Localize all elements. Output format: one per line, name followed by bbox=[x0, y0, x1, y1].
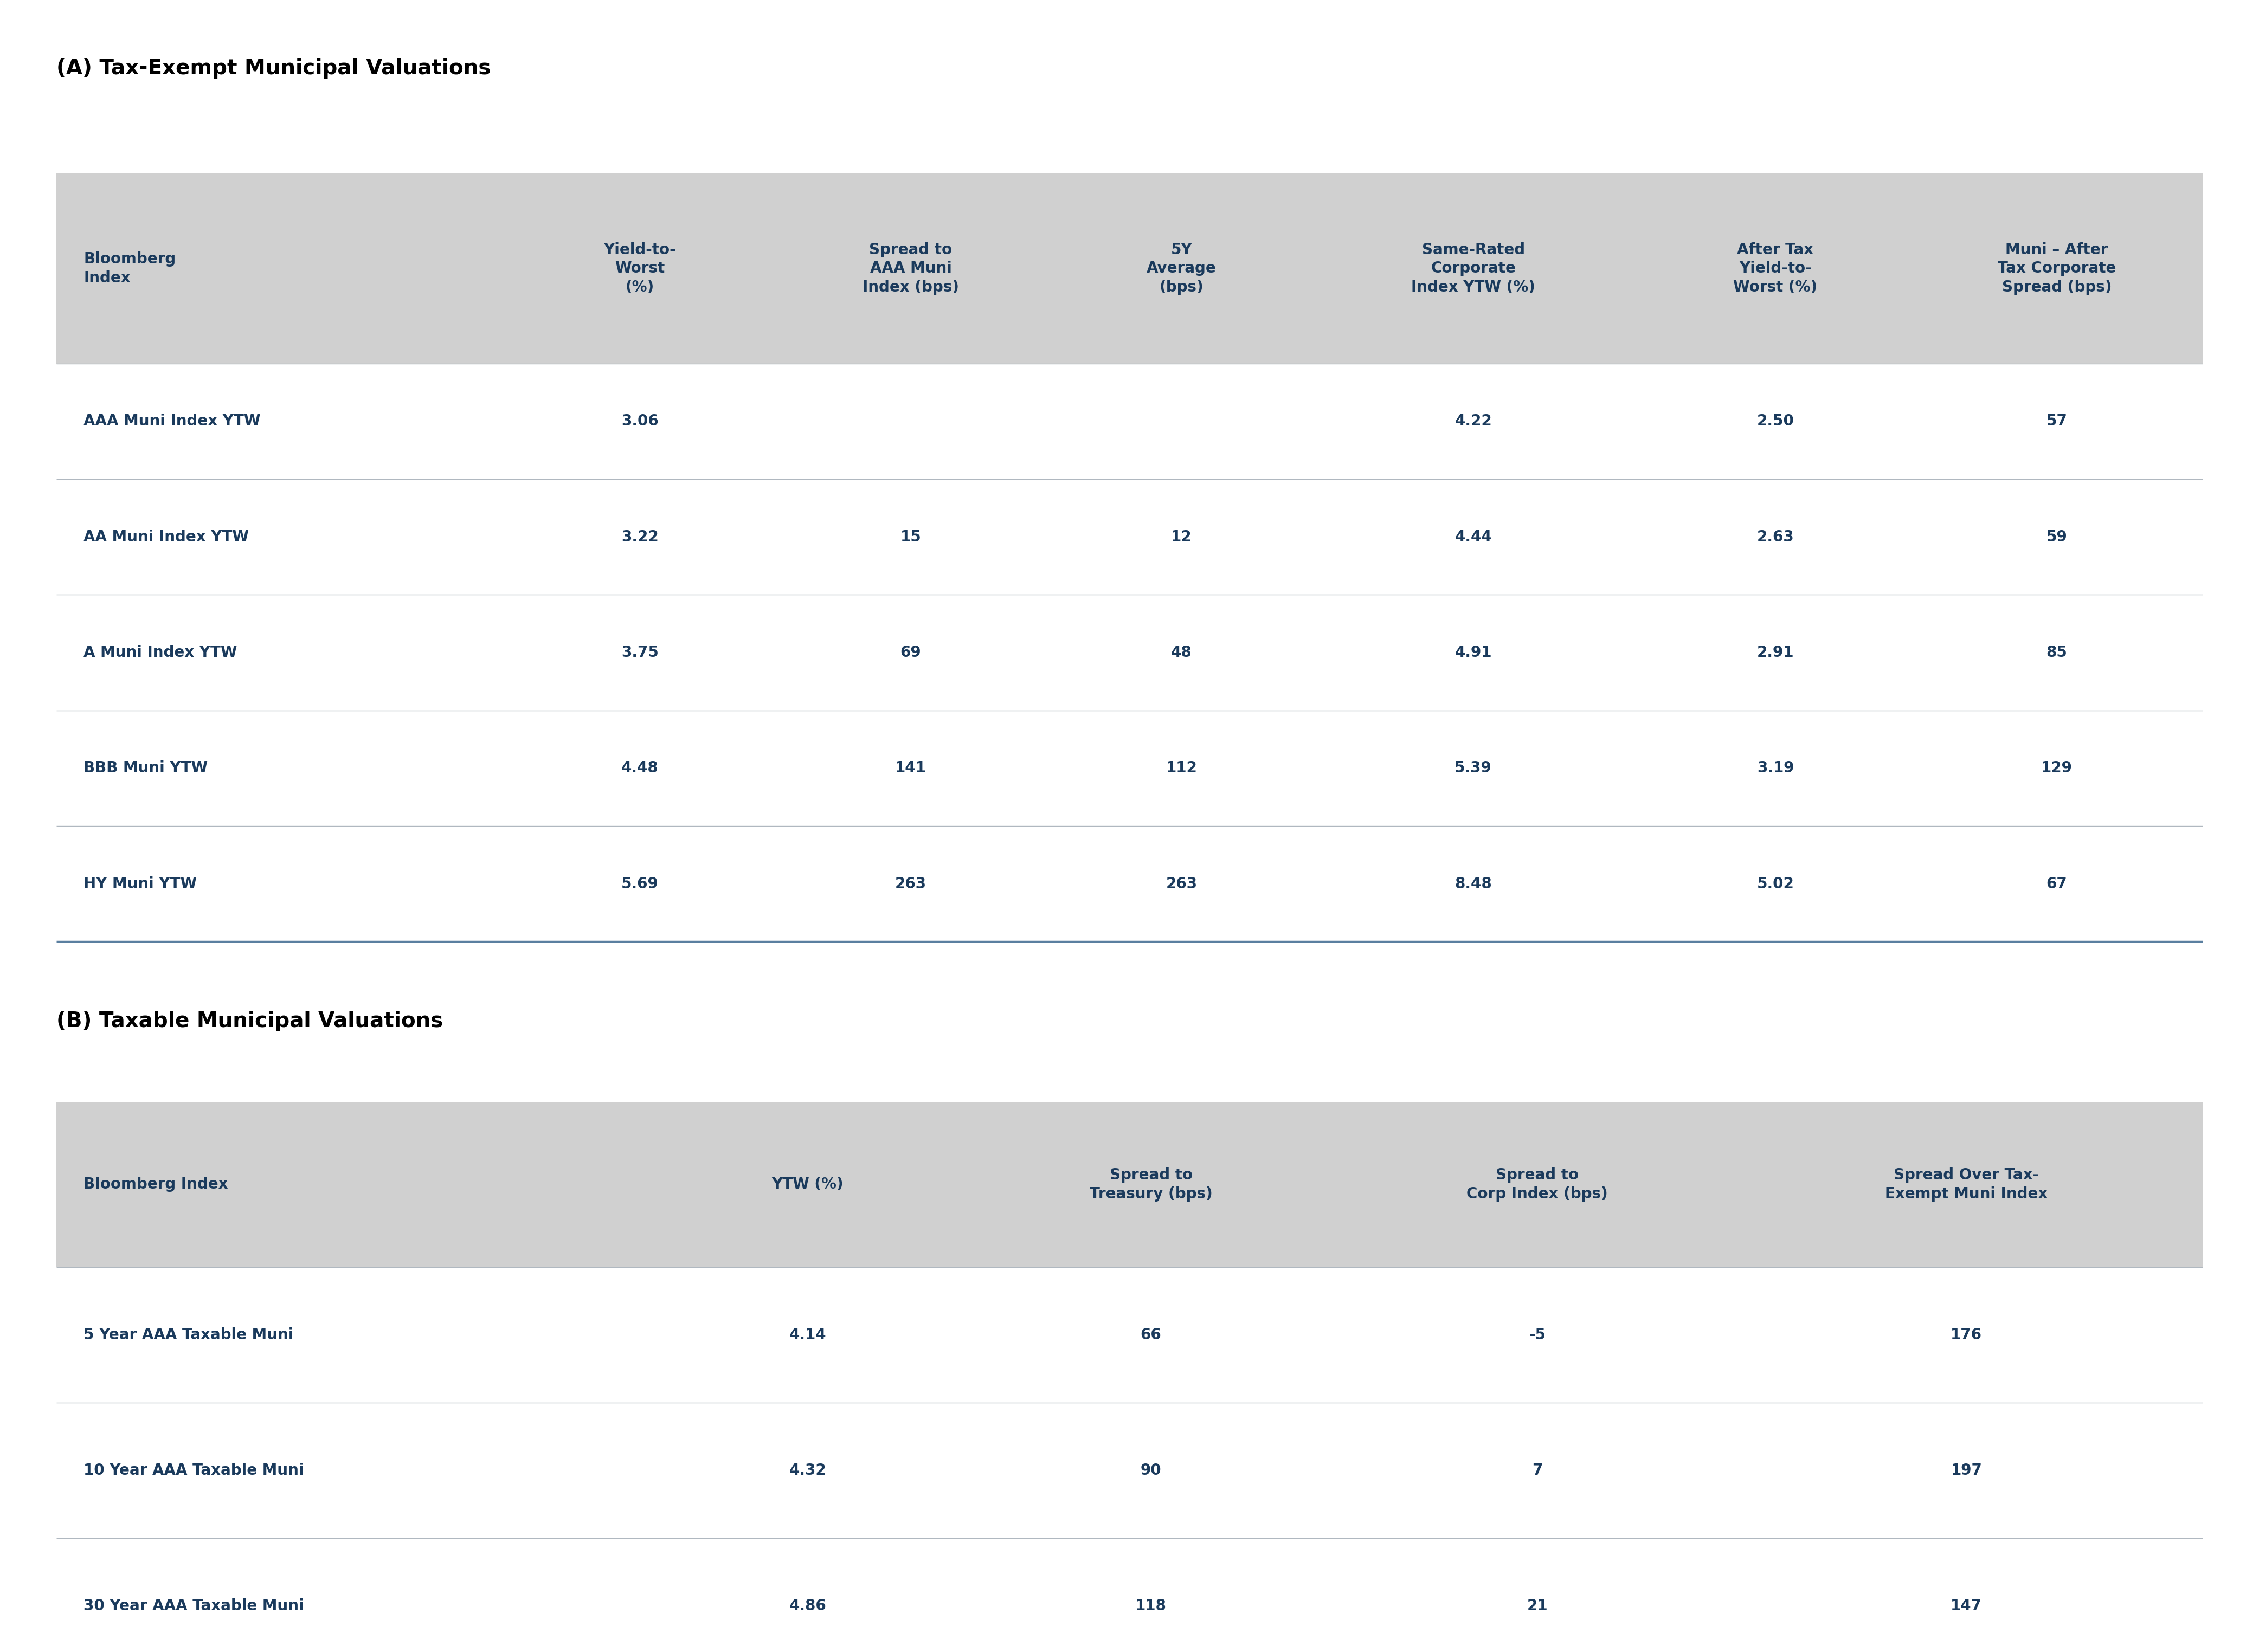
Text: 67: 67 bbox=[2047, 876, 2067, 892]
FancyBboxPatch shape bbox=[56, 1267, 2203, 1403]
Text: 59: 59 bbox=[2047, 529, 2067, 545]
Text: 21: 21 bbox=[1527, 1597, 1547, 1614]
FancyBboxPatch shape bbox=[56, 1102, 2203, 1267]
FancyBboxPatch shape bbox=[56, 173, 2203, 363]
Text: 147: 147 bbox=[1952, 1597, 1981, 1614]
Text: 3.19: 3.19 bbox=[1758, 760, 1794, 776]
Text: 4.44: 4.44 bbox=[1455, 529, 1491, 545]
Text: 3.22: 3.22 bbox=[621, 529, 660, 545]
Text: 5 Year AAA Taxable Muni: 5 Year AAA Taxable Muni bbox=[84, 1327, 294, 1343]
Text: After Tax
Yield-to-
Worst (%): After Tax Yield-to- Worst (%) bbox=[1733, 243, 1818, 294]
Text: 4.14: 4.14 bbox=[788, 1327, 827, 1343]
FancyBboxPatch shape bbox=[56, 1403, 2203, 1538]
Text: 90: 90 bbox=[1141, 1462, 1161, 1479]
Text: 197: 197 bbox=[1952, 1462, 1981, 1479]
Text: (A) Tax-Exempt Municipal Valuations: (A) Tax-Exempt Municipal Valuations bbox=[56, 58, 490, 78]
FancyBboxPatch shape bbox=[56, 1538, 2203, 1652]
Text: AA Muni Index YTW: AA Muni Index YTW bbox=[84, 529, 248, 545]
FancyBboxPatch shape bbox=[56, 710, 2203, 826]
Text: 57: 57 bbox=[2047, 413, 2067, 430]
Text: 4.91: 4.91 bbox=[1455, 644, 1491, 661]
Text: YTW (%): YTW (%) bbox=[773, 1176, 843, 1193]
Text: A Muni Index YTW: A Muni Index YTW bbox=[84, 644, 237, 661]
Text: 2.63: 2.63 bbox=[1758, 529, 1794, 545]
Text: 5.02: 5.02 bbox=[1758, 876, 1794, 892]
Text: 2.91: 2.91 bbox=[1758, 644, 1794, 661]
Text: 4.32: 4.32 bbox=[788, 1462, 827, 1479]
Text: HY Muni YTW: HY Muni YTW bbox=[84, 876, 197, 892]
FancyBboxPatch shape bbox=[56, 363, 2203, 479]
Text: AAA Muni Index YTW: AAA Muni Index YTW bbox=[84, 413, 260, 430]
Text: Spread Over Tax-
Exempt Muni Index: Spread Over Tax- Exempt Muni Index bbox=[1884, 1168, 2049, 1201]
FancyBboxPatch shape bbox=[56, 826, 2203, 942]
Text: 85: 85 bbox=[2047, 644, 2067, 661]
Text: Bloomberg Index: Bloomberg Index bbox=[84, 1176, 228, 1193]
Text: 12: 12 bbox=[1170, 529, 1193, 545]
Text: 2.50: 2.50 bbox=[1758, 413, 1794, 430]
Text: (B) Taxable Municipal Valuations: (B) Taxable Municipal Valuations bbox=[56, 1011, 443, 1031]
Text: 69: 69 bbox=[901, 644, 922, 661]
Text: 8.48: 8.48 bbox=[1455, 876, 1491, 892]
FancyBboxPatch shape bbox=[56, 479, 2203, 595]
Text: 5Y
Average
(bps): 5Y Average (bps) bbox=[1148, 243, 1218, 294]
Text: Spread to
AAA Muni
Index (bps): Spread to AAA Muni Index (bps) bbox=[863, 243, 960, 294]
Text: 112: 112 bbox=[1166, 760, 1197, 776]
Text: 3.06: 3.06 bbox=[621, 413, 660, 430]
Text: Spread to
Corp Index (bps): Spread to Corp Index (bps) bbox=[1466, 1168, 1608, 1201]
Text: 66: 66 bbox=[1141, 1327, 1161, 1343]
Text: Yield-to-
Worst
(%): Yield-to- Worst (%) bbox=[603, 243, 675, 294]
Text: 118: 118 bbox=[1136, 1597, 1166, 1614]
Text: 263: 263 bbox=[1166, 876, 1197, 892]
Text: 176: 176 bbox=[1952, 1327, 1981, 1343]
Text: 263: 263 bbox=[895, 876, 926, 892]
Text: 4.86: 4.86 bbox=[788, 1597, 827, 1614]
Text: 5.39: 5.39 bbox=[1455, 760, 1491, 776]
Text: 4.22: 4.22 bbox=[1455, 413, 1491, 430]
Text: BBB Muni YTW: BBB Muni YTW bbox=[84, 760, 208, 776]
Text: 129: 129 bbox=[2040, 760, 2072, 776]
Text: 48: 48 bbox=[1170, 644, 1193, 661]
Text: 141: 141 bbox=[895, 760, 926, 776]
Text: 3.75: 3.75 bbox=[621, 644, 660, 661]
Text: Bloomberg
Index: Bloomberg Index bbox=[84, 251, 176, 286]
Text: -5: -5 bbox=[1529, 1327, 1545, 1343]
Text: Same-Rated
Corporate
Index YTW (%): Same-Rated Corporate Index YTW (%) bbox=[1412, 243, 1536, 294]
Text: 7: 7 bbox=[1532, 1462, 1543, 1479]
Text: 4.48: 4.48 bbox=[621, 760, 660, 776]
Text: 5.69: 5.69 bbox=[621, 876, 660, 892]
Text: 30 Year AAA Taxable Muni: 30 Year AAA Taxable Muni bbox=[84, 1597, 305, 1614]
Text: 15: 15 bbox=[901, 529, 922, 545]
Text: Spread to
Treasury (bps): Spread to Treasury (bps) bbox=[1089, 1168, 1213, 1201]
Text: Muni – After
Tax Corporate
Spread (bps): Muni – After Tax Corporate Spread (bps) bbox=[1997, 243, 2117, 294]
FancyBboxPatch shape bbox=[56, 595, 2203, 710]
Text: 10 Year AAA Taxable Muni: 10 Year AAA Taxable Muni bbox=[84, 1462, 305, 1479]
